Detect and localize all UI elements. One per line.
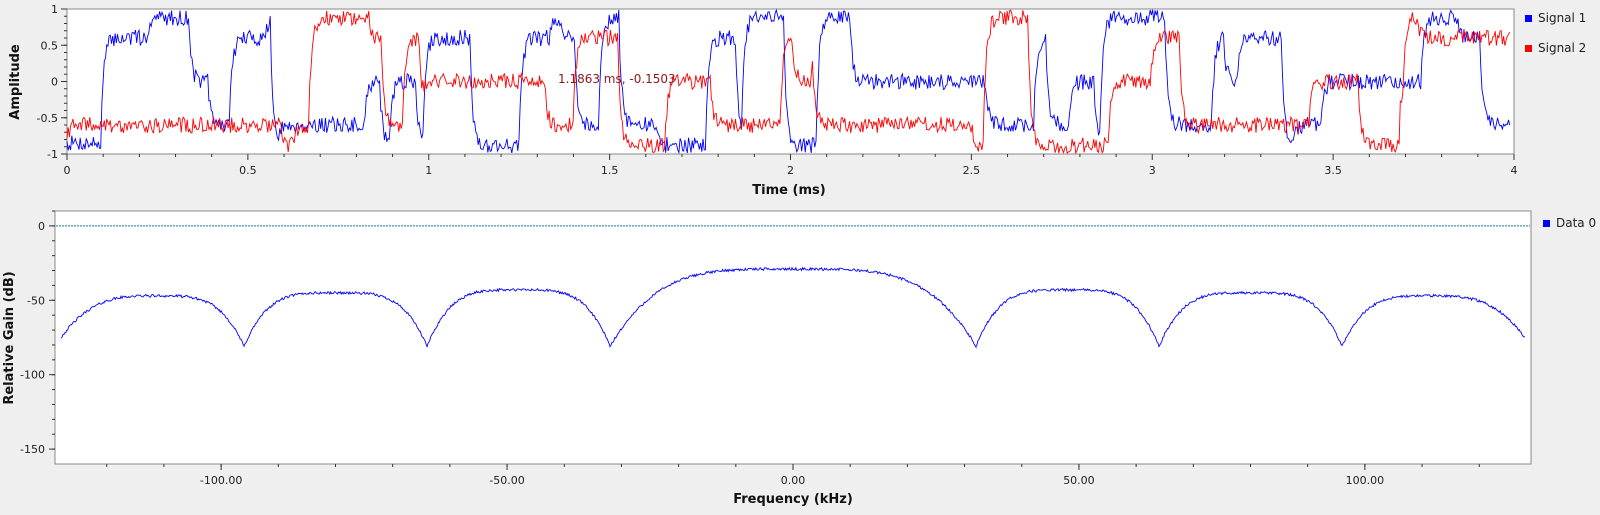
frequency-x-axis-label: Frequency (kHz) xyxy=(733,492,853,507)
time-x-tick-label: 3 xyxy=(1149,164,1156,177)
series-line-signal-1 xyxy=(66,8,1511,155)
time-y-tick-label: -1 xyxy=(47,148,58,161)
time-x-tick-label: 0.5 xyxy=(239,164,257,177)
legend-label-signal-1: Signal 1 xyxy=(1538,11,1586,25)
frequency-x-tick-label: 50.00 xyxy=(1063,474,1095,487)
frequency-x-tick-label: 100.00 xyxy=(1346,474,1385,487)
frequency-y-tick-label: 0 xyxy=(38,220,45,233)
frequency-x-tick-label: -50.00 xyxy=(489,474,524,487)
frequency-x-tick-label: 0.00 xyxy=(781,474,806,487)
time-x-tick-label: 3.5 xyxy=(1324,164,1342,177)
frequency-y-tick-label: -150 xyxy=(20,443,45,456)
legend-swatch-signal-2 xyxy=(1525,45,1532,52)
time-plot: 0 0.5 1 1.5 2 2.5 3 3.5 4 1 0.5 0 -0.5 -1 1.1863 ms, … xyxy=(8,3,1586,198)
time-x-tick-label: 4 xyxy=(1511,164,1518,177)
time-y-tick-label: -0.5 xyxy=(37,112,58,125)
frequency-y-tick-label: -100 xyxy=(20,369,45,382)
time-series-group xyxy=(66,8,1511,155)
series-line-data-0 xyxy=(60,266,1526,349)
cursor-readout: 1.1863 ms, -0.1503 xyxy=(558,72,676,86)
time-y-tick-label: 0 xyxy=(51,76,58,89)
frequency-plot: -100.00 -50.00 0.00 50.00 100.00 0 -50 -100 -150… xyxy=(2,210,1596,507)
time-y-tick-label: 1 xyxy=(51,3,58,16)
frequency-series-group xyxy=(56,225,1530,349)
time-plot-area xyxy=(66,8,1515,155)
time-x-tick-label: 1 xyxy=(425,164,432,177)
time-y-tick-label: 0.5 xyxy=(41,39,59,52)
legend-label-signal-2: Signal 2 xyxy=(1538,41,1586,55)
series-line-signal-2 xyxy=(66,9,1511,155)
time-y-axis-label: Amplitude xyxy=(8,44,23,120)
frequency-y-tick-label: -50 xyxy=(27,294,45,307)
frequency-plot-area xyxy=(54,210,1532,465)
frequency-x-tick-label: -100.00 xyxy=(200,474,242,487)
time-x-tick-label: 2 xyxy=(787,164,794,177)
time-x-tick-label: 2.5 xyxy=(963,164,981,177)
legend-label-data-0: Data 0 xyxy=(1556,216,1596,230)
legend-swatch-data-0 xyxy=(1543,220,1550,227)
time-x-axis-label: Time (ms) xyxy=(752,183,825,198)
legend-swatch-signal-1 xyxy=(1525,15,1532,22)
frequency-y-axis-label: Relative Gain (dB) xyxy=(2,271,17,404)
time-x-tick-label: 1.5 xyxy=(601,164,619,177)
time-x-tick-label: 0 xyxy=(64,164,71,177)
